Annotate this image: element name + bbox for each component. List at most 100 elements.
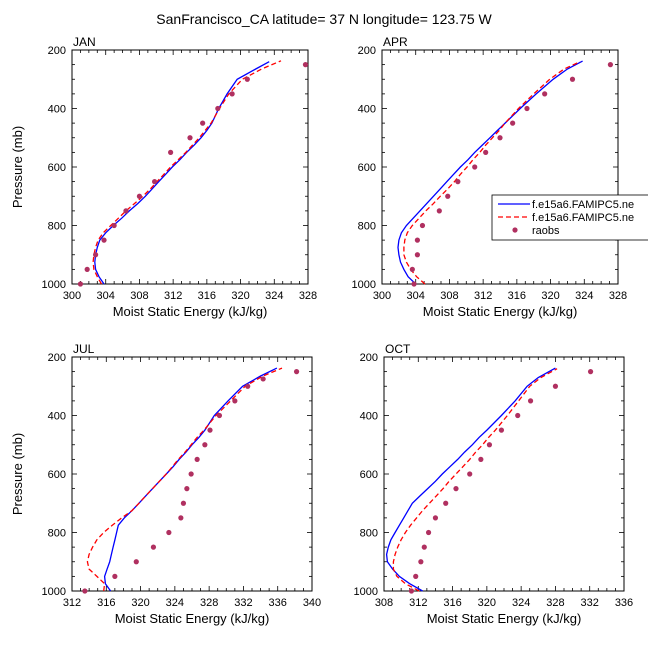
x-tick-label: 340 <box>303 597 321 609</box>
raobs-point <box>112 573 118 579</box>
raobs-point <box>178 515 184 521</box>
x-tick-label: 300 <box>63 290 81 302</box>
y-tick-label: 800 <box>48 528 66 540</box>
raobs-point <box>510 120 516 126</box>
raobs-point <box>414 252 420 258</box>
raobs-point <box>419 222 426 229</box>
y-axis-label: Pressure (mb) <box>10 433 25 515</box>
x-tick-label: 316 <box>443 597 461 609</box>
panel-title: JAN <box>73 35 96 49</box>
y-tick-label: 200 <box>360 352 378 364</box>
y-tick-label: 200 <box>48 45 66 57</box>
raobs-point <box>421 544 427 550</box>
x-tick-label: 332 <box>581 597 599 609</box>
y-tick-label: 200 <box>48 352 66 364</box>
raobs-point <box>455 179 461 185</box>
x-axis-label: Moist Static Energy (kJ/kg) <box>427 611 582 626</box>
model-line-dashed <box>86 367 283 592</box>
x-tick-label: 328 <box>609 290 627 302</box>
panel-jan: 300 304 308 312 316 320 324 328 200 400 600 800 1000… <box>10 35 317 319</box>
model-line-dashed <box>392 368 558 592</box>
y-tick-label: 400 <box>360 411 378 423</box>
x-tick-label: 312 <box>474 290 492 302</box>
raobs-point <box>436 208 442 214</box>
raobs-point <box>207 427 213 433</box>
x-tick-label: 320 <box>131 597 149 609</box>
raobs-point <box>411 281 417 287</box>
raobs-point <box>166 529 172 536</box>
raobs-point <box>527 398 534 404</box>
x-tick-label: 320 <box>541 290 559 302</box>
raobs-point <box>515 412 521 419</box>
raobs-point <box>418 559 424 565</box>
x-axis-label: Moist Static Energy (kJ/kg) <box>115 611 270 626</box>
y-tick-label: 1000 <box>42 279 66 291</box>
raobs-point <box>150 544 157 550</box>
x-tick-label: 312 <box>409 597 427 609</box>
raobs-point <box>216 412 223 419</box>
panel-title: APR <box>383 35 408 49</box>
raobs-point <box>111 222 117 229</box>
raobs-point <box>497 135 503 141</box>
raobs-point <box>229 91 235 97</box>
raobs-point <box>101 237 107 243</box>
y-tick-label: 400 <box>48 104 66 116</box>
raobs-point <box>82 588 88 594</box>
y-tick-label: 600 <box>48 162 66 174</box>
raobs-point <box>133 559 139 565</box>
x-tick-label: 316 <box>198 290 216 302</box>
raobs-point <box>569 76 576 82</box>
x-tick-label: 300 <box>373 290 391 302</box>
raobs-point <box>93 252 99 258</box>
raobs-point <box>232 398 238 404</box>
raobs-point <box>187 135 193 141</box>
panel-jul: 312 316 320 324 328 332 336 340 200 400 600 800 1000… <box>10 342 321 626</box>
x-tick-label: 308 <box>375 597 393 609</box>
y-tick-label: 400 <box>358 104 376 116</box>
raobs-point <box>188 471 194 477</box>
model-line-solid <box>103 367 278 592</box>
plot-frame <box>381 49 619 285</box>
x-tick-label: 304 <box>407 290 425 302</box>
raobs-point <box>152 179 158 185</box>
raobs-point <box>409 266 415 272</box>
x-tick-label: 304 <box>97 290 115 302</box>
x-axis-label: Moist Static Energy (kJ/kg) <box>113 304 268 319</box>
legend-label: raobs <box>532 225 560 237</box>
raobs-point <box>408 588 415 594</box>
raobs-point <box>445 193 451 199</box>
panel-oct: 308 312 316 320 324 328 332 336 200 400 600 800 1000… <box>354 342 634 626</box>
raobs-point <box>587 369 594 375</box>
raobs-point <box>524 105 530 112</box>
raobs-point <box>453 486 459 492</box>
model-line-solid <box>94 61 270 285</box>
y-tick-label: 1000 <box>352 279 376 291</box>
x-tick-label: 328 <box>200 597 218 609</box>
y-tick-label: 400 <box>48 411 66 423</box>
raobs-point <box>467 471 473 477</box>
y-tick-label: 200 <box>358 45 376 57</box>
model-line-solid <box>397 60 583 285</box>
raobs-point <box>413 573 419 579</box>
y-tick-label: 600 <box>358 162 376 174</box>
raobs-point <box>432 515 439 521</box>
raobs-point <box>215 105 221 112</box>
x-tick-label: 336 <box>615 597 633 609</box>
legend-label: f.e15a6.FAMIPC5.ne <box>532 199 634 211</box>
raobs-point <box>184 486 190 492</box>
model-line-solid <box>385 367 556 592</box>
raobs-point <box>302 62 309 68</box>
raobs-point <box>607 62 614 68</box>
x-tick-label: 324 <box>512 597 530 609</box>
raobs-point <box>498 427 505 433</box>
raobs-point <box>200 120 206 126</box>
raobs-point <box>202 442 208 448</box>
raobs-point <box>194 456 200 462</box>
figure-title: SanFrancisco_CA latitude= 37 N longitude… <box>156 11 492 27</box>
raobs-point <box>552 383 559 389</box>
raobs-point <box>180 500 187 506</box>
x-tick-label: 328 <box>546 597 564 609</box>
x-tick-label: 312 <box>63 597 81 609</box>
y-tick-label: 600 <box>360 469 378 481</box>
